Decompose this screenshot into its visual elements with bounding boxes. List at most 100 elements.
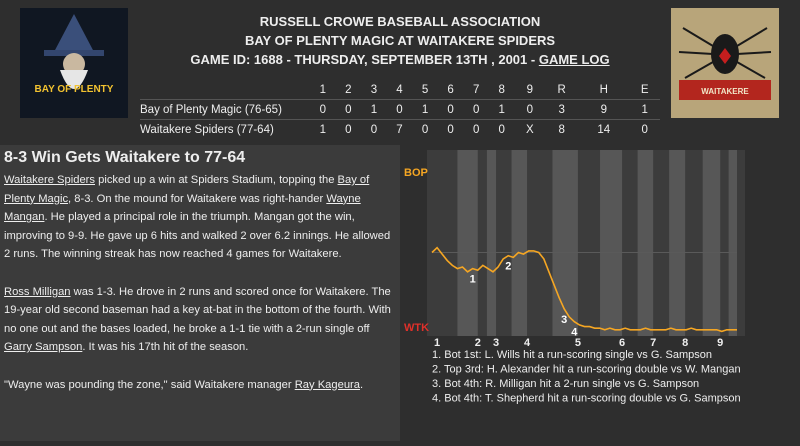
- event-marker: 4: [571, 327, 578, 339]
- half-inning-band: [702, 150, 721, 336]
- team-name: Bay of Plenty Magic (76-65): [140, 99, 310, 120]
- score-cell: 0: [514, 99, 546, 120]
- event-marker: 2: [505, 261, 511, 273]
- article-body: Waitakere Spiders picked up a win at Spi…: [4, 171, 394, 413]
- half-inning-band: [637, 150, 654, 336]
- article-panel: 8-3 Win Gets Waitakere to 77-64 Waitaker…: [0, 145, 400, 441]
- header-cell: [140, 80, 310, 100]
- score-cell: 1: [412, 99, 438, 120]
- column-label: 2: [335, 80, 362, 100]
- inning-label: 8: [682, 337, 688, 349]
- half-inning-band: [511, 150, 528, 336]
- team-row: Waitakere Spiders (77-64) 1 0 0 7 0 0 0 0 X 8 14 0: [140, 120, 660, 140]
- text: . He played a principal role in the triu…: [4, 211, 391, 261]
- score-cell: 0: [345, 123, 352, 136]
- text: , 8-3. On the mound for Waitakere was ri…: [68, 192, 327, 205]
- score-cell: 0: [463, 99, 489, 120]
- home-logo: WAITAKERE: [671, 8, 779, 118]
- team-row: Bay of Plenty Magic (76-65) 0 0 1 0 1 0 0 1 0 3 9 1: [140, 99, 660, 120]
- player-link[interactable]: Ross Milligan: [4, 285, 71, 298]
- player-link[interactable]: Ray Kageura: [294, 378, 361, 391]
- inning-label: 1: [434, 337, 440, 349]
- score-cell: 0: [472, 123, 480, 136]
- event-note: 3. Bot 4th: R. Milligan hit a 2-run sing…: [432, 378, 699, 390]
- score-cell: 3: [545, 99, 579, 120]
- win-line: [431, 246, 737, 333]
- score-cell: 1: [629, 99, 660, 120]
- half-inning-band: [552, 150, 578, 336]
- inning-label: 2: [475, 337, 481, 349]
- box-score: 1 2 3 4 5 6 7 8 9 R H E Bay of Plenty Magic (76-65) 0…: [140, 80, 660, 139]
- score-cell: 0: [421, 123, 429, 136]
- column-label: 7: [463, 80, 489, 100]
- column-label: R: [545, 80, 579, 100]
- event-marker: 3: [561, 314, 567, 326]
- header: RUSSELL CROWE BASEBALL ASSOCIATION BAY O…: [140, 12, 660, 69]
- team-name: Waitakere Spiders (77-64): [140, 123, 274, 136]
- column-label: E: [629, 80, 660, 100]
- away-logo: BAY OF PLENTY: [20, 8, 128, 118]
- score-cell: X: [525, 123, 534, 136]
- score-cell: 0: [641, 123, 648, 136]
- event-marker: 1: [470, 274, 476, 286]
- column-label: 1: [310, 80, 336, 100]
- half-inning-band: [486, 150, 497, 336]
- score-cell: 0: [335, 99, 362, 120]
- away-logo-text: BAY OF PLENTY: [35, 84, 114, 95]
- game-log-link[interactable]: GAME LOG: [538, 52, 610, 67]
- column-label: 4: [386, 80, 413, 100]
- headline: 8-3 Win Gets Waitakere to 77-64: [4, 149, 246, 166]
- paragraph: Waitakere Spiders picked up a win at Spi…: [4, 171, 394, 264]
- column-label: 5: [412, 80, 438, 100]
- inning-label: 5: [575, 337, 581, 349]
- player-link[interactable]: Bay of Plenty Magic: [4, 174, 370, 205]
- score-cell: 0: [447, 123, 454, 136]
- event-note: 1. Bot 1st: L. Wills hit a run-scoring s…: [432, 349, 712, 361]
- chart-panel: 1 2 3 4 5 6 7 8 9 BOP WTK 1 2 3 4 1. Bot 1st: L. Wills …: [400, 145, 800, 441]
- half-inning-band: [600, 150, 623, 336]
- score-cell: 9: [578, 99, 630, 120]
- score-cell: 1: [319, 123, 326, 136]
- league: RUSSELL CROWE BASEBALL ASSOCIATION: [259, 14, 541, 29]
- text: . It was his 17th hit of the season.: [82, 341, 249, 354]
- text: "Wayne was pounding the zone," said Wait…: [4, 378, 295, 391]
- top-label: BOP: [404, 167, 428, 179]
- paragraph: Ross Milligan was 1-3. He drove in 2 run…: [4, 283, 394, 357]
- score-cell: 0: [437, 99, 464, 120]
- score-cell: 0: [498, 123, 505, 136]
- event-note: 4. Bot 4th: T. Shepherd hit a run-scorin…: [432, 393, 741, 405]
- bottom-label: WTK: [404, 322, 429, 334]
- player-link[interactable]: Waitakere Spiders: [4, 174, 95, 186]
- event-note: 2. Top 3rd: H. Alexander hit a run-scori…: [432, 364, 741, 376]
- game-info: GAME ID: 1688 - THURSDAY, SEPTEMBER 13TH…: [190, 52, 539, 67]
- score-cell: 0: [370, 123, 378, 136]
- paragraph: "Wayne was pounding the zone," said Wait…: [4, 376, 394, 395]
- half-inning-band: [669, 150, 686, 336]
- inning-label: 7: [650, 337, 656, 349]
- column-label: 9: [514, 80, 546, 100]
- player-link[interactable]: Garry Sampson: [4, 341, 83, 354]
- score-cell: 1: [488, 99, 515, 120]
- half-inning-band: [728, 150, 737, 336]
- column-label: 3: [361, 80, 387, 100]
- score-cell: 0: [386, 99, 413, 120]
- score-cell: 8: [558, 123, 565, 136]
- inning-label: 6: [619, 337, 625, 349]
- inning-label: 3: [493, 337, 499, 349]
- text: picked up a win at Spiders Stadium, topp…: [95, 174, 338, 186]
- column-label: H: [578, 80, 630, 100]
- text: was 1-3. He drove in 2 runs and scored o…: [4, 285, 391, 335]
- player-link[interactable]: Wayne Mangan: [4, 192, 361, 224]
- score-cell: 0: [310, 99, 336, 120]
- matchup: BAY OF PLENTY MAGIC AT WAITAKERE SPIDERS: [244, 33, 556, 48]
- inning-label: 4: [524, 337, 531, 349]
- score-cell: 1: [361, 99, 387, 120]
- score-cell: 7: [396, 123, 403, 136]
- game-info-line: GAME ID: 1688 - THURSDAY, SEPTEMBER 13TH…: [140, 50, 660, 69]
- home-logo-text: WAITAKERE: [701, 87, 749, 96]
- plot-background: [427, 150, 745, 336]
- text: .: [360, 378, 364, 391]
